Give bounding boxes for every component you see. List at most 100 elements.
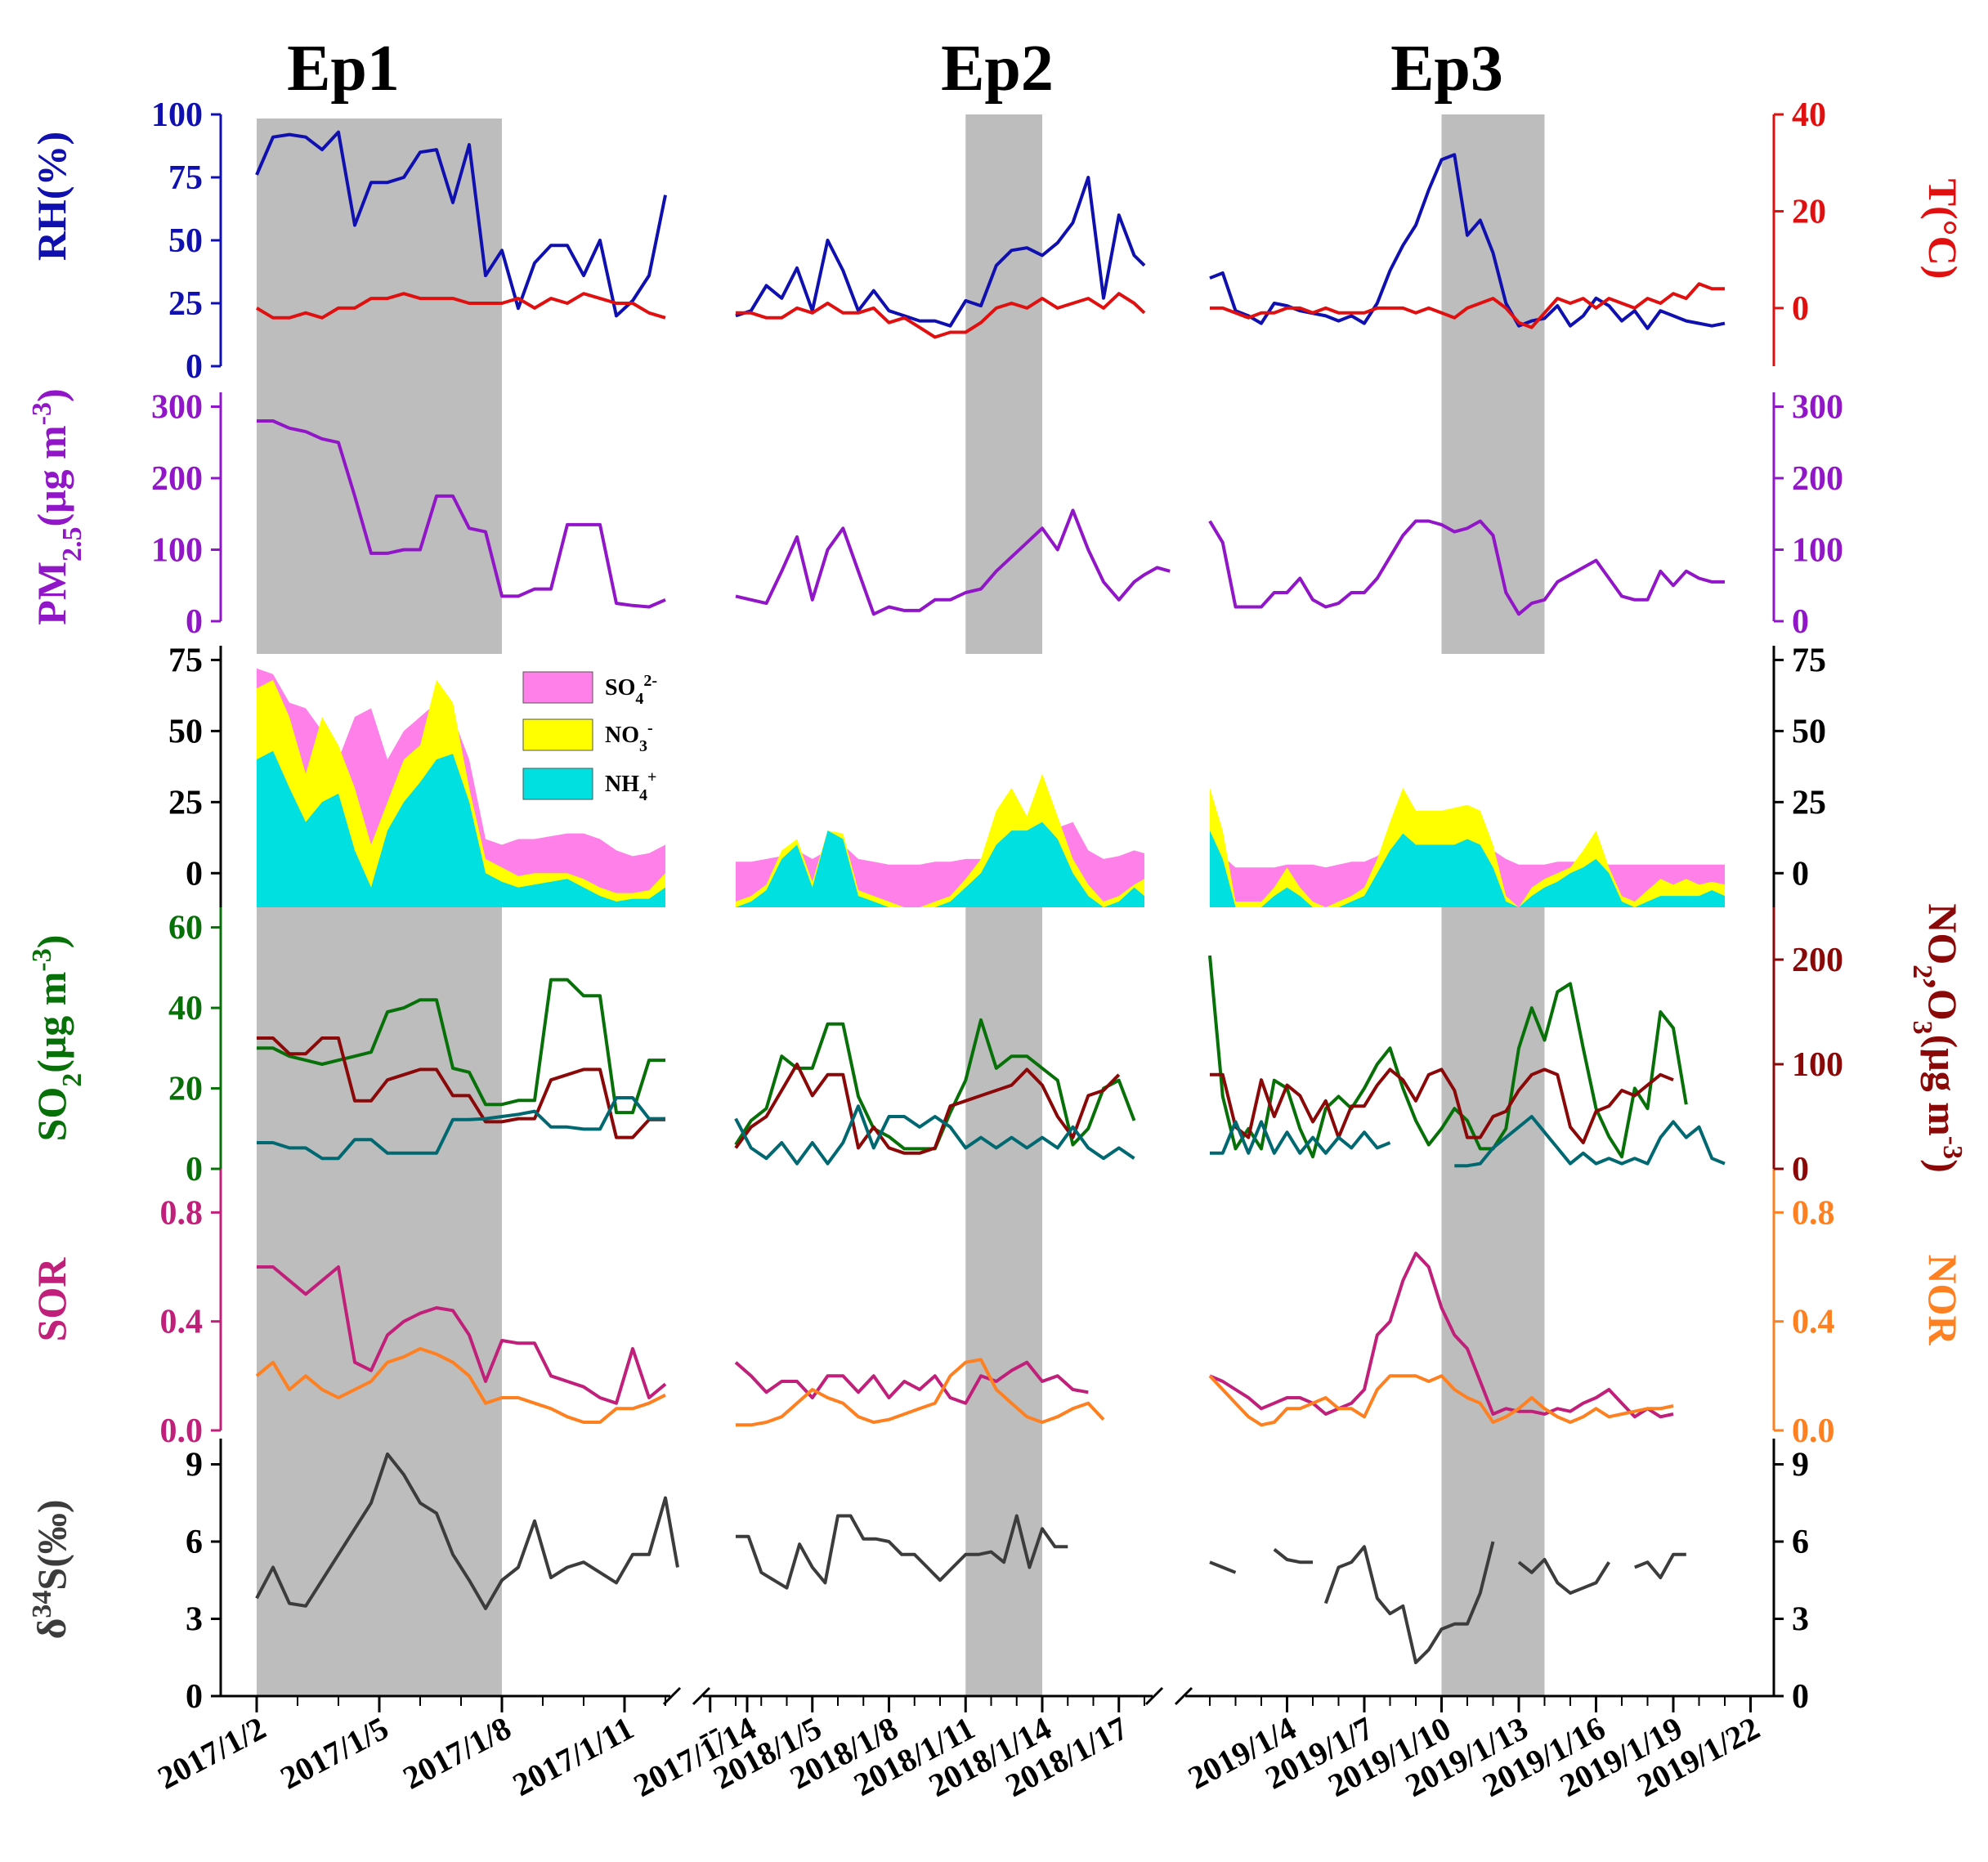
episode-label-2: Ep2 [941, 33, 1054, 105]
ions-right-tick-label: 75 [1792, 642, 1826, 679]
series-t-seg1 [255, 292, 666, 320]
gases-left-tick-label: 60 [168, 910, 203, 947]
date-label: 2017/1/11 [507, 1709, 639, 1803]
gases-left-tick-label: 20 [168, 1071, 203, 1108]
gases-left-tick-label: 40 [168, 990, 203, 1027]
series-no2-seg2 [734, 1063, 1121, 1155]
legend-label-1: SO42- [605, 672, 657, 708]
series-rh-seg2 [735, 176, 1146, 328]
legend-swatch-2 [522, 718, 593, 751]
ions-left-tick-label: 25 [168, 784, 203, 821]
so2-axis-title: SO2(μg m-3) [27, 935, 87, 1142]
ions-right-tick-label: 0 [1792, 855, 1809, 893]
ratios-right-tick-label: 0.8 [1792, 1194, 1835, 1232]
series-t-seg3 [1210, 282, 1725, 329]
legend-label-part: SO [605, 675, 635, 700]
delta34s-axis-title: δ34S(‰) [27, 1499, 75, 1639]
pm-right-tick-label: 300 [1792, 389, 1843, 427]
series-o3-seg2 [734, 1104, 1135, 1166]
temperature-axis-title-part: T(°C) [1920, 179, 1966, 280]
rh_t-left-tick-label: 50 [168, 222, 203, 260]
delta-left-tick-label: 9 [186, 1447, 203, 1484]
delta-left-tick-label: 0 [186, 1678, 203, 1716]
series-so2-seg1 [257, 978, 665, 1115]
rh-axis-title: RH(%) [29, 132, 74, 261]
so2-axis-title-part: 2 [57, 1073, 87, 1087]
rh_t-right-tick-label: 40 [1792, 96, 1826, 134]
series--34s-seg4 [1273, 1547, 1313, 1564]
no2-o3-axis-title: NO2,O3(μg m-3) [1908, 903, 1968, 1173]
axes [211, 113, 1784, 1712]
series-t-seg2 [736, 292, 1146, 339]
so2-axis-title-part: ) [29, 935, 74, 949]
pm-left-tick-label: 300 [151, 389, 203, 427]
series--34s-seg2 [736, 1514, 1068, 1590]
legend-swatch-1 [522, 671, 593, 704]
delta34s-axis-title-part: 34 [27, 1591, 57, 1618]
episode-label-3: Ep3 [1390, 33, 1503, 105]
ratios-right-tick-label: 0.4 [1792, 1304, 1835, 1341]
area-nh4--seg3 [1210, 830, 1725, 907]
delta-right-tick-label: 0 [1792, 1678, 1809, 1716]
legend-label-part: 3 [639, 737, 647, 755]
series--34s-seg3 [1209, 1560, 1237, 1574]
series-nor-seg2 [736, 1358, 1105, 1427]
date-label: 2017/1/8 [397, 1709, 517, 1797]
date-label: 2017/1/5 [275, 1709, 395, 1797]
axis-titles: RH(%) T(°C)PM2.5(μg m-3)SO2(μg m-3) NO2,O3… [27, 132, 1968, 1640]
delta-right-tick-label: 6 [1792, 1524, 1809, 1561]
nor-axis-title-part: NOR [1920, 1254, 1966, 1345]
ions-right-tick-label: 25 [1792, 784, 1826, 821]
ions-right-tick-label: 50 [1792, 713, 1826, 750]
tick-labels: 0255075100020400100200300010020030002550… [151, 96, 1843, 1716]
rh_t-left-tick-label: 100 [151, 96, 203, 134]
axis-break-mark [692, 1686, 711, 1706]
legend-label-part: + [647, 768, 656, 786]
pm25-axis-title-part: -3 [27, 402, 57, 425]
series-o3-seg1 [257, 1096, 665, 1161]
area-nh4--seg1 [257, 750, 665, 907]
rh_t-right-tick-label: 0 [1792, 290, 1809, 328]
sor-axis-title-part: SOR [29, 1257, 74, 1342]
nor-axis-title: NOR [1920, 1254, 1966, 1345]
axis-break-mark [1174, 1686, 1193, 1706]
rh_t-left-tick-label: 25 [168, 285, 203, 323]
rh-axis-title-part: RH(%) [29, 132, 74, 261]
axis-break-mark [1144, 1686, 1164, 1706]
pm-right-tick-label: 100 [1792, 532, 1843, 570]
no2-o3-axis-title-part: -3 [1938, 1136, 1968, 1159]
pm25-axis-title: PM2.5(μg m-3) [27, 388, 87, 624]
rh_t-right-tick-label: 20 [1792, 193, 1826, 231]
delta-left-tick-label: 6 [186, 1524, 203, 1561]
series-rh-seg1 [255, 130, 667, 318]
gases-right-tick-label: 200 [1792, 942, 1843, 979]
no2-o3-axis-title-part: (μg m [1920, 1035, 1966, 1136]
date-label: 2017/1/2 [152, 1709, 272, 1797]
episode-label-1: Ep1 [287, 33, 400, 105]
rh_t-left-tick-label: 0 [186, 348, 203, 386]
no2-o3-axis-title-part: NO [1920, 903, 1966, 965]
rh_t-left-tick-label: 75 [168, 159, 203, 197]
pm-left-tick-label: 200 [151, 460, 203, 498]
pm-left-tick-label: 0 [186, 603, 203, 641]
ion-legend: SO42-NO3-NH4+ [522, 671, 657, 804]
series-nor-seg3 [1208, 1374, 1674, 1427]
pm25-axis-title-part: PM [29, 562, 74, 625]
series-nor-seg1 [255, 1347, 666, 1424]
delta-left-tick-label: 3 [186, 1601, 203, 1639]
series-pm2-5-seg1 [257, 419, 666, 609]
so2-axis-title-part: SO [29, 1087, 74, 1142]
delta-right-tick-label: 9 [1792, 1447, 1809, 1484]
delta34s-axis-title-part: S(‰) [29, 1499, 74, 1590]
series-so2-seg3 [1208, 955, 1688, 1159]
ions-left-tick-label: 75 [168, 642, 203, 679]
pm25-axis-title-part: (μg m [29, 425, 74, 526]
no2-o3-axis-title-part: ) [1920, 1159, 1966, 1173]
ratios-left-tick-label: 0.0 [160, 1412, 204, 1450]
ions-left-tick-label: 50 [168, 713, 203, 750]
delta-right-tick-label: 3 [1792, 1601, 1809, 1639]
area-nh4--seg2 [736, 821, 1144, 907]
sor-axis-title: SOR [29, 1257, 74, 1342]
series-o3-seg3 [1210, 1120, 1391, 1155]
